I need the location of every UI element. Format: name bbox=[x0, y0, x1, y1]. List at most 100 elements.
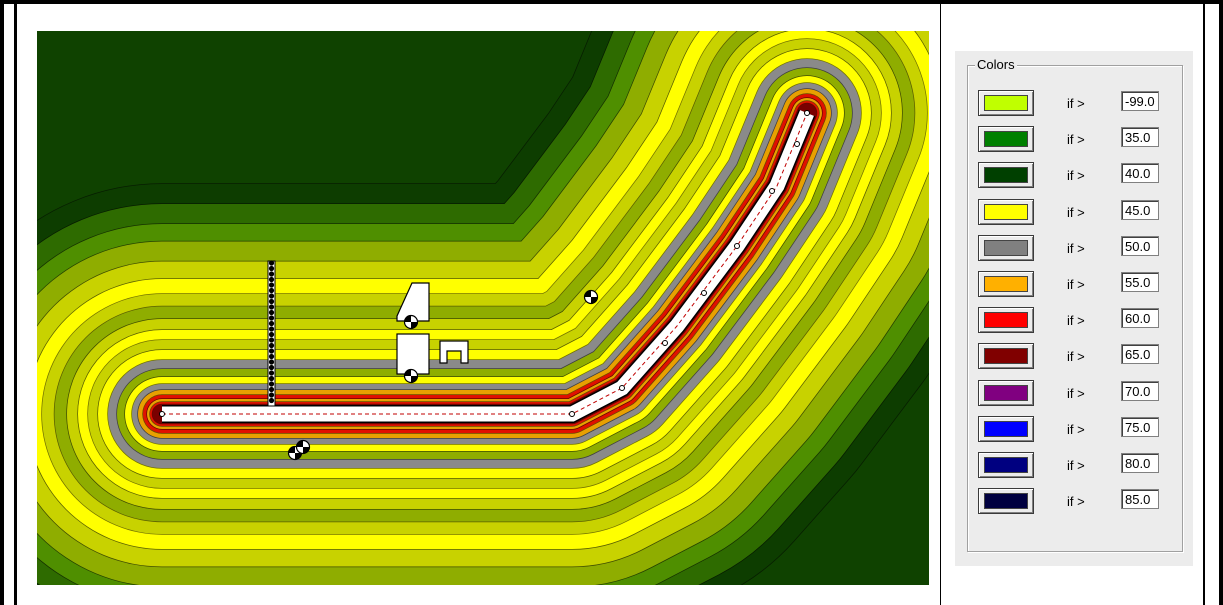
color-swatch-button[interactable] bbox=[978, 162, 1034, 189]
color-swatch bbox=[984, 167, 1028, 184]
condition-label: if > bbox=[1067, 132, 1085, 148]
color-swatch-button[interactable] bbox=[978, 271, 1034, 297]
barrier-node bbox=[268, 375, 275, 382]
color-swatch bbox=[984, 276, 1028, 292]
barrier-node bbox=[268, 392, 275, 398]
colors-groupbox: if > -99.0 if > 35.0 if > 40.0 if > 45.0 if > 50.… bbox=[967, 65, 1183, 552]
color-swatch bbox=[984, 457, 1028, 473]
color-swatch-button[interactable] bbox=[978, 488, 1034, 515]
threshold-value-input[interactable]: -99.0 bbox=[1121, 91, 1159, 111]
color-swatch-button[interactable] bbox=[978, 452, 1034, 478]
threshold-value-input[interactable]: 50.0 bbox=[1121, 235, 1159, 256]
color-row: if > -99.0 bbox=[968, 88, 1182, 120]
road-node bbox=[804, 110, 810, 116]
barrier-node bbox=[268, 315, 275, 321]
road-node bbox=[159, 411, 165, 417]
road-node bbox=[769, 188, 775, 194]
threshold-value-input[interactable]: 60.0 bbox=[1121, 308, 1159, 329]
condition-label: if > bbox=[1067, 96, 1085, 111]
color-swatch-button[interactable] bbox=[978, 234, 1034, 261]
color-row: if > 55.0 bbox=[968, 269, 1182, 301]
condition-label: if > bbox=[1067, 168, 1085, 184]
color-swatch bbox=[984, 348, 1028, 365]
barrier-node bbox=[268, 282, 275, 288]
color-swatch-button[interactable] bbox=[978, 198, 1034, 225]
condition-label: if > bbox=[1067, 240, 1085, 256]
color-swatch-button[interactable] bbox=[978, 379, 1034, 406]
threshold-value-input[interactable]: 80.0 bbox=[1121, 453, 1159, 473]
frame-inner-left-border bbox=[14, 4, 17, 605]
barrier-node bbox=[268, 370, 275, 376]
barrier-node bbox=[268, 265, 275, 272]
receiver-marker bbox=[591, 297, 598, 304]
receiver-marker bbox=[295, 453, 302, 460]
color-row: if > 85.0 bbox=[968, 486, 1182, 518]
threshold-value-input[interactable]: 55.0 bbox=[1121, 272, 1159, 292]
barrier-node bbox=[268, 381, 275, 387]
barrier-node bbox=[268, 359, 275, 365]
barrier-node bbox=[268, 320, 275, 327]
threshold-value-input[interactable]: 40.0 bbox=[1121, 163, 1159, 184]
building bbox=[396, 282, 430, 322]
threshold-value-input[interactable]: 65.0 bbox=[1121, 344, 1159, 365]
barrier-node bbox=[268, 342, 275, 349]
road-node bbox=[569, 411, 575, 417]
barrier-node bbox=[268, 287, 275, 294]
frame-inner-right-border bbox=[1203, 4, 1205, 605]
color-row: if > 45.0 bbox=[968, 197, 1182, 229]
color-row: if > 35.0 bbox=[968, 124, 1182, 156]
color-swatch-button[interactable] bbox=[978, 415, 1034, 442]
threshold-value-input[interactable]: 85.0 bbox=[1121, 489, 1159, 510]
frame-top-border bbox=[0, 0, 1223, 4]
building bbox=[396, 333, 430, 375]
barrier-node bbox=[268, 348, 275, 354]
color-row: if > 60.0 bbox=[968, 305, 1182, 337]
barrier-node bbox=[268, 386, 275, 393]
color-row: if > 75.0 bbox=[968, 414, 1182, 446]
receiver-marker bbox=[411, 322, 418, 329]
color-swatch bbox=[984, 203, 1028, 220]
receiver-marker bbox=[404, 315, 411, 322]
noise-contour-map[interactable] bbox=[37, 31, 929, 585]
color-swatch bbox=[984, 384, 1028, 401]
color-swatch-button[interactable] bbox=[978, 126, 1034, 153]
barrier-node bbox=[268, 298, 275, 305]
barrier-node bbox=[268, 364, 275, 371]
receiver-marker bbox=[411, 376, 418, 383]
colors-panel: if > -99.0 if > 35.0 if > 40.0 if > 45.0 if > 50.… bbox=[955, 51, 1193, 566]
barrier-node bbox=[268, 293, 275, 299]
road-node bbox=[734, 243, 740, 249]
threshold-value-input[interactable]: 35.0 bbox=[1121, 127, 1159, 148]
receiver-marker bbox=[303, 447, 310, 454]
color-swatch-button[interactable] bbox=[978, 307, 1034, 334]
color-swatch-button[interactable] bbox=[978, 343, 1034, 370]
color-swatch-button[interactable] bbox=[978, 90, 1034, 116]
color-row: if > 70.0 bbox=[968, 378, 1182, 410]
barrier-node bbox=[268, 397, 275, 404]
threshold-value-input[interactable]: 75.0 bbox=[1121, 416, 1159, 437]
color-row: if > 65.0 bbox=[968, 341, 1182, 373]
color-row: if > 40.0 bbox=[968, 160, 1182, 192]
barrier-node bbox=[268, 304, 275, 310]
receiver-marker bbox=[296, 440, 303, 447]
color-swatch bbox=[984, 312, 1028, 329]
color-swatch bbox=[984, 95, 1028, 111]
building bbox=[439, 340, 469, 364]
condition-label: if > bbox=[1067, 494, 1085, 510]
color-swatch bbox=[984, 131, 1028, 148]
color-swatch bbox=[984, 239, 1028, 256]
barrier-node bbox=[268, 326, 275, 332]
color-swatch bbox=[984, 493, 1028, 510]
barrier-node bbox=[268, 271, 275, 277]
color-row: if > 80.0 bbox=[968, 450, 1182, 482]
threshold-value-input[interactable]: 70.0 bbox=[1121, 380, 1159, 401]
condition-label: if > bbox=[1067, 421, 1085, 437]
threshold-value-input[interactable]: 45.0 bbox=[1121, 199, 1159, 220]
road-node bbox=[794, 141, 800, 147]
barrier-node bbox=[268, 337, 275, 343]
panel-divider bbox=[940, 4, 941, 605]
barrier-node bbox=[268, 353, 275, 360]
barrier-node bbox=[268, 276, 275, 283]
barrier-node bbox=[268, 260, 275, 266]
color-swatch bbox=[984, 420, 1028, 437]
